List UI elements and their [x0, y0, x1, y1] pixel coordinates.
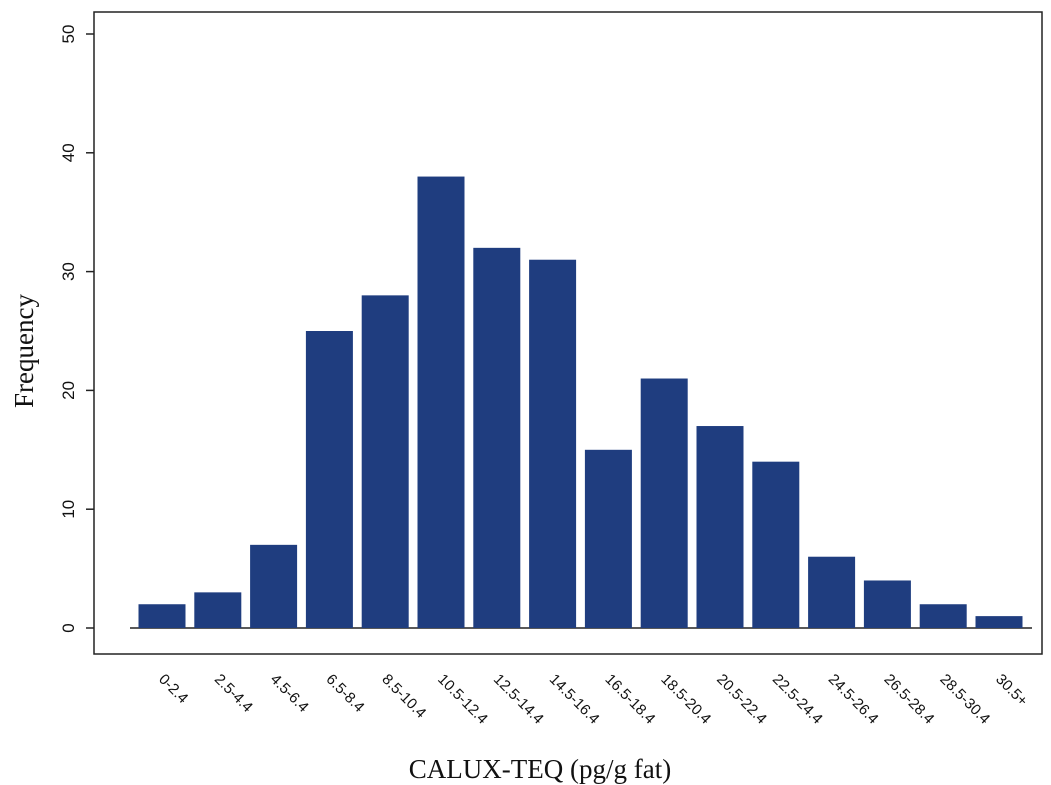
x-tick-label: 6.5-8.4 — [323, 671, 368, 716]
y-tick-label: 10 — [59, 500, 78, 519]
bar-26.5-28.4 — [863, 580, 911, 628]
x-tick-label: 20.5-22.4 — [713, 671, 770, 728]
x-tick-label: 2.5-4.4 — [211, 671, 256, 716]
x-tick-label: 8.5-10.4 — [378, 671, 429, 722]
bar-10.5-12.4 — [417, 176, 465, 628]
bar-28.5-30.4 — [919, 604, 967, 628]
x-tick-label: 18.5-20.4 — [657, 671, 714, 728]
x-tick-label: 14.5-16.4 — [546, 671, 603, 728]
y-tick-label: 20 — [59, 381, 78, 400]
x-axis-label: CALUX-TEQ (pg/g fat) — [409, 754, 671, 784]
x-axis-tick-labels: 0-2.4 2.5-4.4 4.5-6.4 6.5-8.4 8.5-10.4 10.5-1… — [155, 671, 1031, 728]
x-tick-label: 22.5-24.4 — [769, 671, 826, 728]
bar-6.5-8.4 — [305, 331, 353, 628]
bar-12.5-14.4 — [473, 247, 521, 628]
bar-4.5-6.4 — [250, 544, 298, 628]
bar-2.5-4.4 — [194, 592, 242, 628]
x-tick-label: 26.5-28.4 — [881, 671, 938, 728]
y-axis-ticks: 0 10 20 30 40 50 — [59, 25, 94, 633]
x-tick-label: 10.5-12.4 — [434, 671, 491, 728]
bar-20.5-22.4 — [696, 426, 744, 628]
bar-18.5-20.4 — [640, 378, 688, 628]
bar-8.5-10.4 — [361, 295, 409, 628]
y-tick-label: 0 — [59, 623, 78, 632]
x-tick-label: 12.5-14.4 — [490, 671, 547, 728]
bar-14.5-16.4 — [529, 259, 577, 628]
bar-16.5-18.4 — [584, 449, 632, 628]
y-tick-label: 40 — [59, 143, 78, 162]
x-tick-label: 30.5+ — [992, 671, 1031, 710]
x-tick-label: 16.5-18.4 — [602, 671, 659, 728]
bar-22.5-24.4 — [752, 461, 800, 628]
y-tick-label: 30 — [59, 262, 78, 281]
bar-24.5-26.4 — [808, 556, 856, 628]
x-tick-label: 24.5-26.4 — [825, 671, 882, 728]
y-axis-label: Frequency — [9, 294, 39, 408]
x-tick-label: 0-2.4 — [155, 671, 191, 707]
plot-frame — [93, 11, 1043, 655]
bars-group — [138, 176, 1023, 628]
x-tick-label: 28.5-30.4 — [936, 671, 993, 728]
x-tick-label: 4.5-6.4 — [267, 671, 312, 716]
bar-30.5+ — [975, 616, 1023, 628]
bar-0-2.4 — [138, 604, 186, 628]
y-tick-label: 50 — [59, 25, 78, 44]
